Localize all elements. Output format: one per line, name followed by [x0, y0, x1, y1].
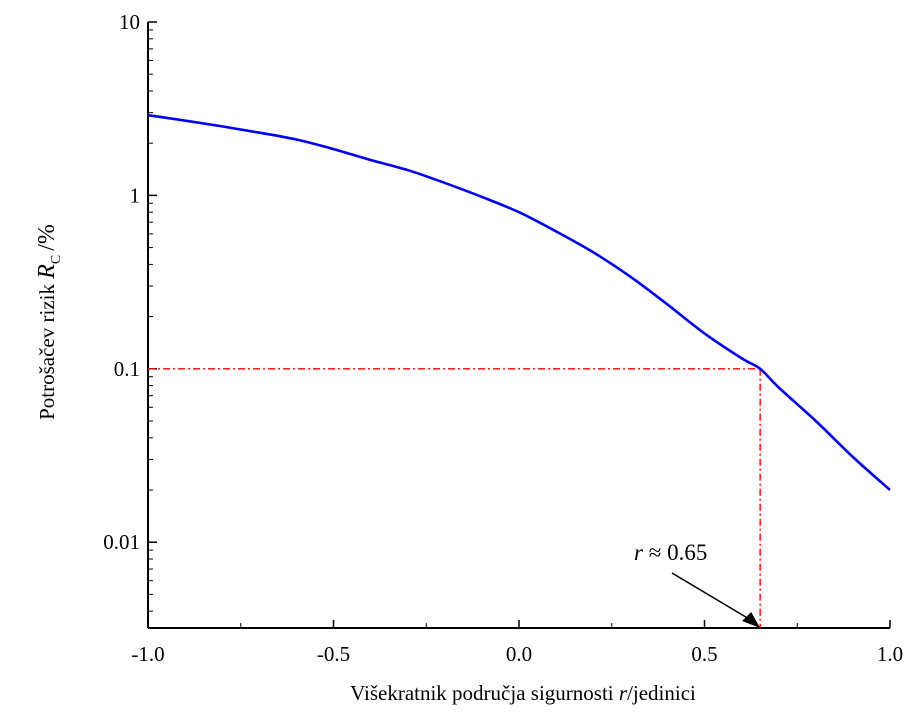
x-tick-label: 1.0 [877, 642, 903, 666]
y-axis-label-sub: C [49, 255, 64, 264]
x-axis-label-prefix: Višekratnik područja sigurnosti [350, 681, 619, 705]
y-axis-label-prefix: Potrošačev rizik [35, 279, 59, 420]
y-axis-label: Potrošačev rizik RC /% [34, 224, 64, 420]
annotation-arrow-line [671, 572, 755, 623]
x-axis-label: Višekratnik područja sigurnosti r/jedini… [350, 681, 696, 705]
y-axis-label-var: R [34, 264, 60, 280]
y-axis-label-suffix: /% [34, 224, 60, 251]
plot-area: -1.0 -0.5 0.0 0.5 1.0 0.01 0.1 1 10 [103, 10, 903, 666]
annotation-label: r ≈ 0.65 [634, 540, 707, 565]
series-line [147, 113, 891, 491]
x-axis-label-var: r [619, 681, 628, 705]
y-tick-label: 0.1 [114, 357, 140, 381]
y-tick-label: 10 [119, 10, 140, 34]
x-tick-label: 0.0 [506, 642, 532, 666]
annotation-var: r [634, 540, 644, 565]
x-tick-label: -1.0 [131, 642, 164, 666]
annotation-text: ≈ 0.65 [643, 540, 707, 565]
x-tick-label: 0.5 [691, 642, 717, 666]
annotation-arrowhead [742, 612, 761, 628]
y-tick-label: 0.01 [103, 530, 140, 554]
y-tick-label: 1 [130, 183, 141, 207]
x-axis-label-suffix: /jedinici [627, 681, 696, 705]
x-tick-label: -0.5 [317, 642, 350, 666]
